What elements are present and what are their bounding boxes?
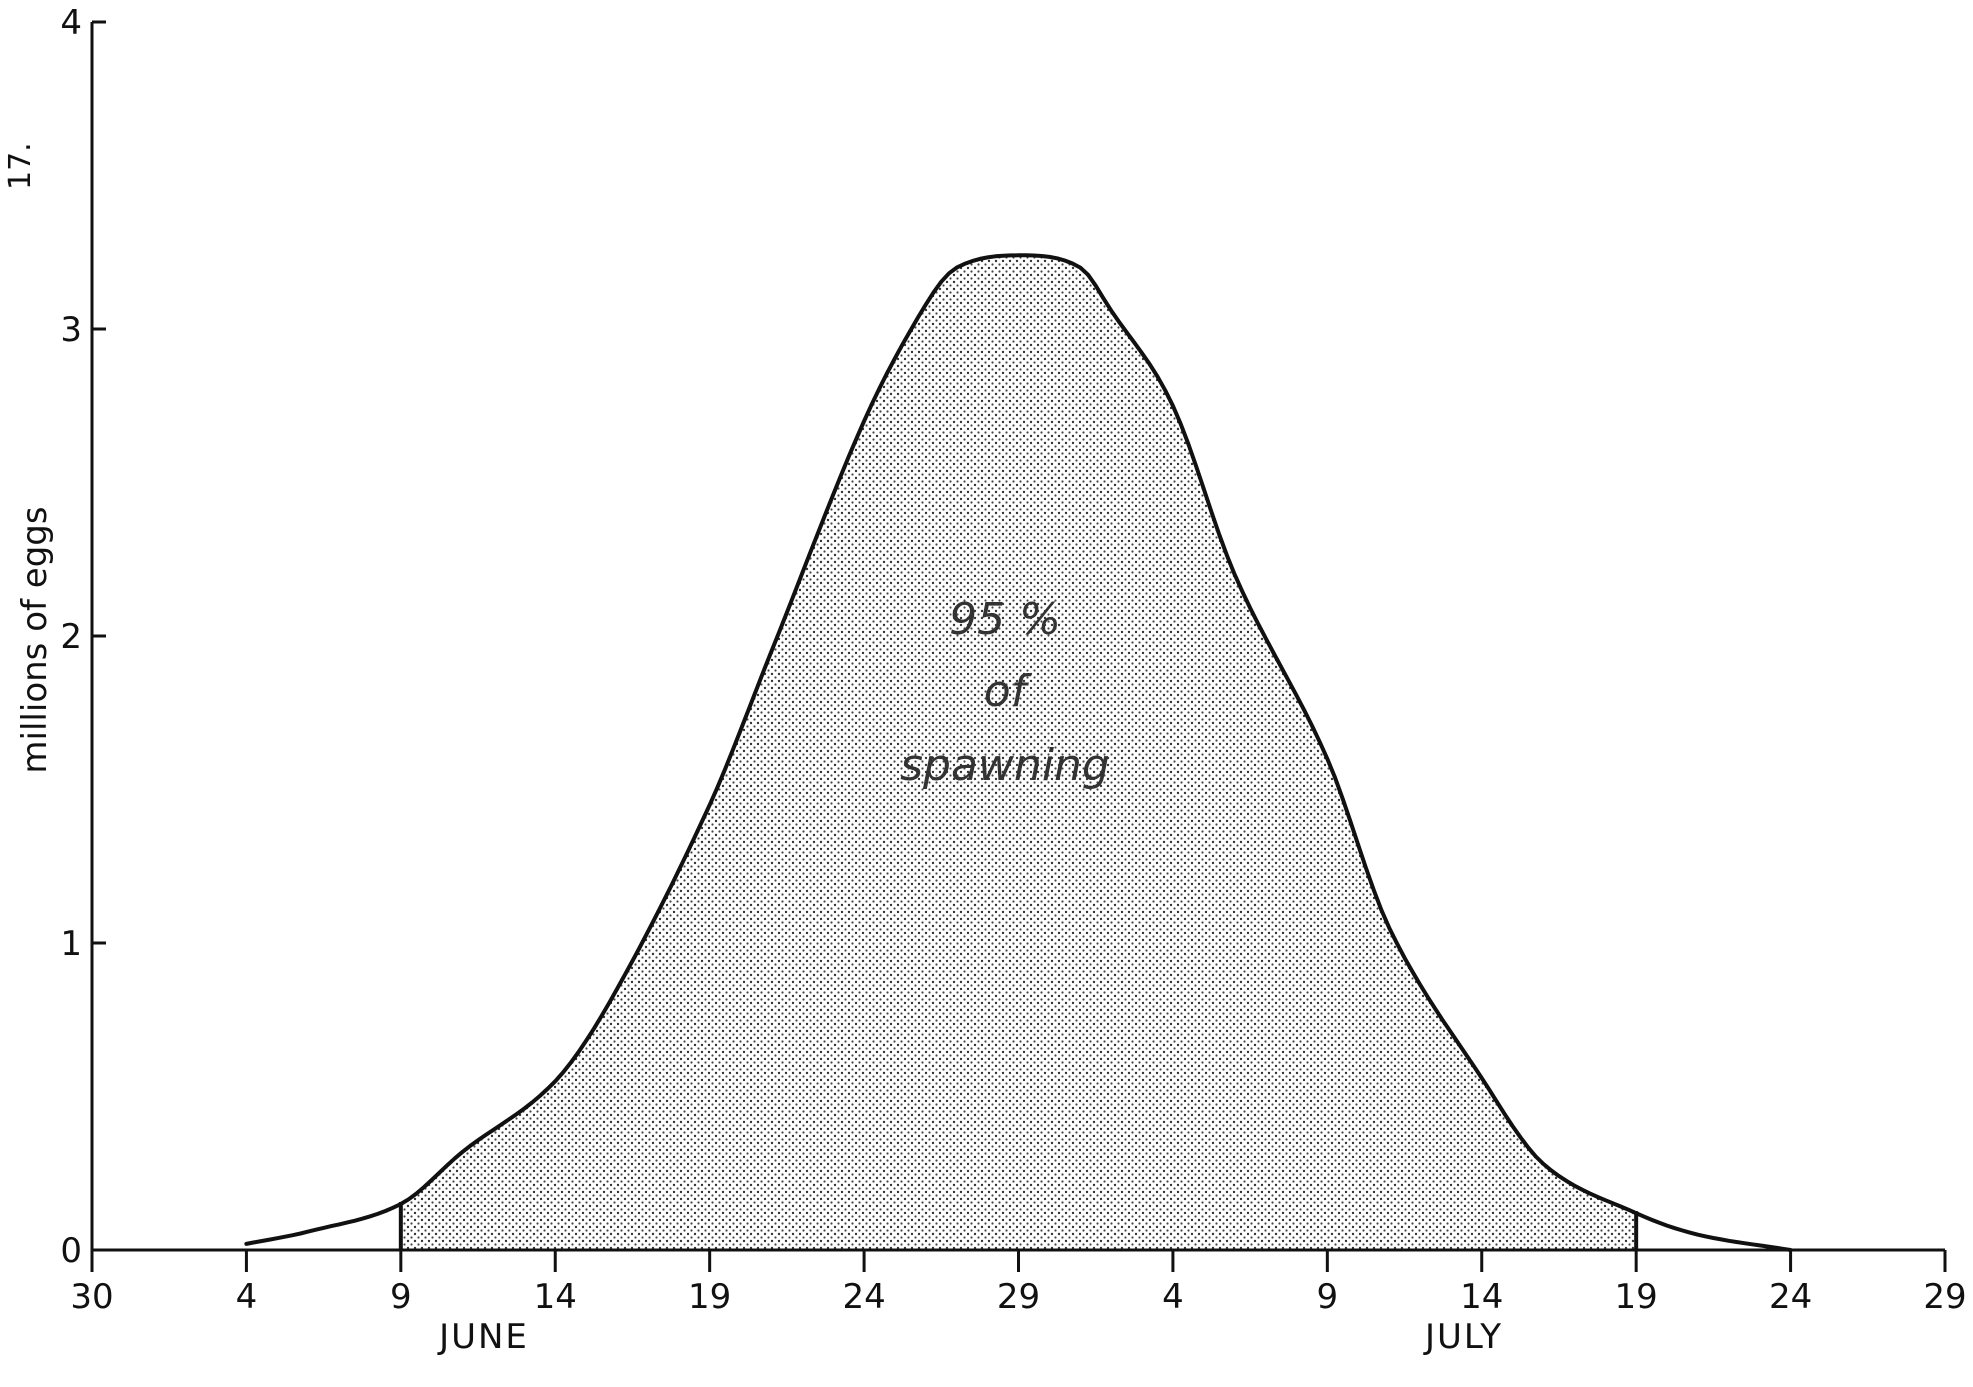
annotation-spawning: spawning: [900, 740, 1110, 791]
x-tick-label: 30: [70, 1277, 113, 1317]
x-tick-label: 19: [688, 1277, 731, 1317]
y-tick-label: 0: [60, 1231, 82, 1271]
x-tick-label: 4: [1162, 1277, 1184, 1317]
spawning-area: [400, 255, 1637, 1251]
page-number: 17.: [3, 142, 38, 190]
annotation-percent: 95 %: [949, 594, 1061, 645]
y-tick-label: 4: [60, 3, 82, 43]
series-line: [244, 253, 1793, 1252]
x-tick-label: 9: [1317, 1277, 1339, 1317]
x-tick-label: 14: [534, 1277, 577, 1317]
axes: 0 1 2 3 4 30 4 9 14 19 24 29 4 9 14 19 24 29: [60, 3, 1966, 1317]
x-tick-label: 24: [842, 1277, 885, 1317]
y-tick-label: 3: [60, 310, 82, 350]
shaded-95-percent-area: [400, 255, 1637, 1251]
month-label-june: JUNE: [437, 1317, 529, 1357]
y-tick-label: 1: [60, 924, 82, 964]
y-axis-title: millions of eggs: [15, 506, 55, 773]
x-tick-label: 9: [390, 1277, 412, 1317]
x-tick-label: 14: [1460, 1277, 1503, 1317]
x-tick-label: 24: [1769, 1277, 1812, 1317]
x-tick-label: 29: [1923, 1277, 1966, 1317]
x-tick-label: 29: [997, 1277, 1040, 1317]
y-tick-label: 2: [60, 617, 82, 657]
annotation-group: 95 % of spawning: [900, 594, 1110, 791]
spawning-curve: [244, 253, 1793, 1252]
x-tick-label: 19: [1615, 1277, 1658, 1317]
month-label-july: JULY: [1423, 1317, 1503, 1357]
annotation-of: of: [984, 666, 1033, 717]
x-tick-label: 4: [236, 1277, 258, 1317]
